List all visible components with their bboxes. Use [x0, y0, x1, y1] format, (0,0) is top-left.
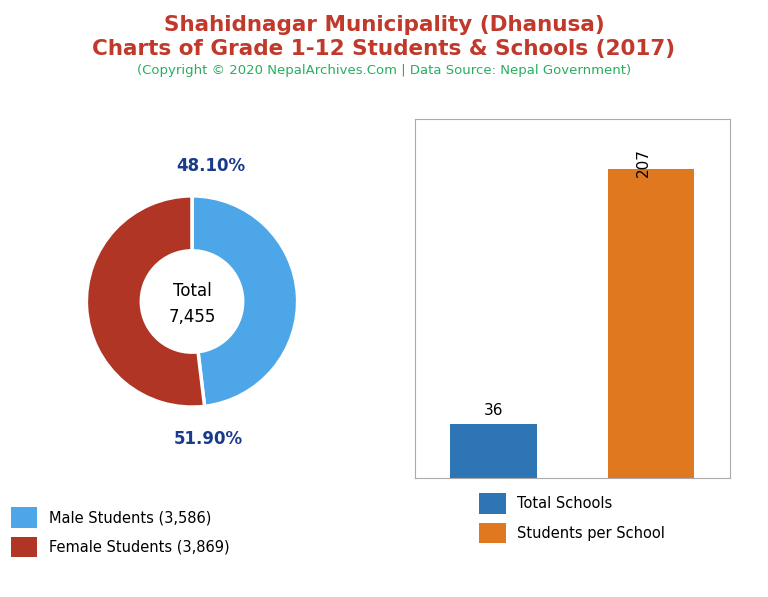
Text: 207: 207 [636, 148, 650, 177]
Bar [607, 168, 694, 478]
Text: Charts of Grade 1-12 Students & Schools (2017): Charts of Grade 1-12 Students & Schools … [92, 39, 676, 59]
Text: (Copyright © 2020 NepalArchives.Com | Data Source: Nepal Government): (Copyright © 2020 NepalArchives.Com | Da… [137, 64, 631, 77]
Text: 7,455: 7,455 [168, 308, 216, 327]
Legend: Total Schools, Students per School: Total Schools, Students per School [473, 487, 671, 549]
Text: 48.10%: 48.10% [177, 158, 246, 176]
Legend: Male Students (3,586), Female Students (3,869): Male Students (3,586), Female Students (… [3, 500, 237, 565]
Wedge shape [192, 196, 297, 407]
Text: 51.90%: 51.90% [174, 430, 243, 448]
Bar [450, 424, 537, 478]
Text: Total: Total [173, 282, 211, 300]
Text: 36: 36 [484, 403, 503, 418]
Text: Shahidnagar Municipality (Dhanusa): Shahidnagar Municipality (Dhanusa) [164, 15, 604, 35]
Wedge shape [87, 196, 204, 407]
